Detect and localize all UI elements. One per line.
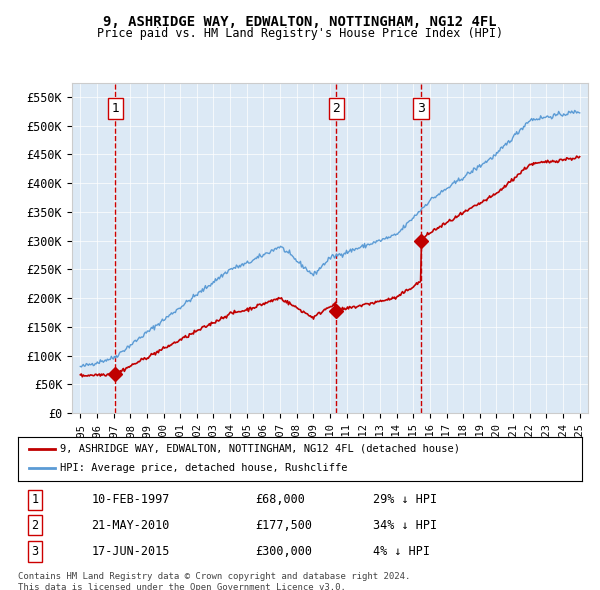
Text: 17-JUN-2015: 17-JUN-2015 xyxy=(91,545,170,558)
Text: 1: 1 xyxy=(31,493,38,506)
Text: 4% ↓ HPI: 4% ↓ HPI xyxy=(373,545,430,558)
Text: 1: 1 xyxy=(112,102,119,115)
Text: 3: 3 xyxy=(417,102,425,115)
Text: 29% ↓ HPI: 29% ↓ HPI xyxy=(373,493,437,506)
Text: 21-MAY-2010: 21-MAY-2010 xyxy=(91,519,170,532)
Text: Price paid vs. HM Land Registry's House Price Index (HPI): Price paid vs. HM Land Registry's House … xyxy=(97,27,503,40)
Text: 2: 2 xyxy=(332,102,340,115)
Text: 34% ↓ HPI: 34% ↓ HPI xyxy=(373,519,437,532)
Text: 10-FEB-1997: 10-FEB-1997 xyxy=(91,493,170,506)
Text: £177,500: £177,500 xyxy=(255,519,312,532)
Text: 2: 2 xyxy=(31,519,38,532)
Text: 9, ASHRIDGE WAY, EDWALTON, NOTTINGHAM, NG12 4FL (detached house): 9, ASHRIDGE WAY, EDWALTON, NOTTINGHAM, N… xyxy=(60,444,460,454)
Text: £68,000: £68,000 xyxy=(255,493,305,506)
Text: £300,000: £300,000 xyxy=(255,545,312,558)
Text: 3: 3 xyxy=(31,545,38,558)
Text: Contains HM Land Registry data © Crown copyright and database right 2024.
This d: Contains HM Land Registry data © Crown c… xyxy=(18,572,410,590)
Text: 9, ASHRIDGE WAY, EDWALTON, NOTTINGHAM, NG12 4FL: 9, ASHRIDGE WAY, EDWALTON, NOTTINGHAM, N… xyxy=(103,15,497,29)
Text: HPI: Average price, detached house, Rushcliffe: HPI: Average price, detached house, Rush… xyxy=(60,464,348,473)
